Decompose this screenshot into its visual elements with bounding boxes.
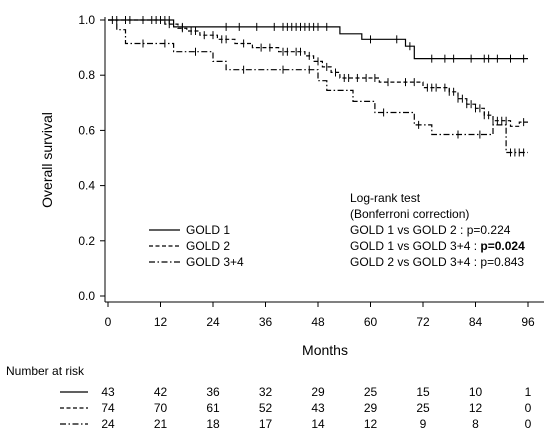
risk-value-r1-24: 36	[206, 385, 220, 399]
x-tick-label-72: 72	[416, 315, 430, 329]
x-tick-label-36: 36	[259, 315, 273, 329]
risk-value-r1-36: 32	[259, 385, 273, 399]
risk-value-r2-84: 12	[469, 401, 483, 415]
logrank-comparison-2: GOLD 1 vs GOLD 3+4 :	[350, 239, 480, 253]
logrank-line-3: GOLD 2 vs GOLD 3+4 : p=0.843	[350, 255, 524, 269]
risk-table-title: Number at risk	[6, 364, 85, 378]
logrank-line-1: GOLD 1 vs GOLD 2 : p=0.224	[350, 223, 511, 237]
y-tick-label-0.2: 0.2	[78, 234, 95, 248]
legend-label-gold1: GOLD 1	[186, 223, 230, 237]
logrank-heading: Log-rank test	[350, 191, 421, 205]
risk-value-r2-96: 0	[525, 401, 532, 415]
logrank-comparison-3: GOLD 2 vs GOLD 3+4 :	[350, 255, 480, 269]
risk-value-r3-12: 21	[154, 417, 168, 431]
risk-value-r2-24: 61	[206, 401, 220, 415]
logrank-pvalue-2: p=0.024	[480, 239, 525, 253]
legend: GOLD 1 GOLD 2 GOLD 3+4	[149, 223, 244, 269]
y-tick-label-0.6: 0.6	[78, 123, 95, 137]
y-tick-label-0.8: 0.8	[78, 68, 95, 82]
logrank-pvalue-3: p=0.843	[480, 255, 524, 269]
risk-value-r1-96: 1	[525, 385, 532, 399]
legend-label-gold2: GOLD 2	[186, 239, 230, 253]
logrank-annotation: Log-rank test (Bonferroni correction) GO…	[350, 191, 525, 269]
risk-value-r2-36: 52	[259, 401, 273, 415]
x-tick-label-60: 60	[364, 315, 378, 329]
risk-value-r1-12: 42	[154, 385, 168, 399]
risk-value-r1-60: 25	[364, 385, 378, 399]
logrank-line-2: GOLD 1 vs GOLD 3+4 : p=0.024	[350, 239, 525, 253]
x-tick-label-24: 24	[206, 315, 220, 329]
logrank-pvalue-1: p=0.224	[467, 223, 511, 237]
y-tick-label-0.4: 0.4	[78, 179, 95, 193]
risk-value-r2-12: 70	[154, 401, 168, 415]
risk-value-r3-72: 9	[420, 417, 427, 431]
x-tick-label-84: 84	[469, 315, 483, 329]
x-tick-label-12: 12	[154, 315, 168, 329]
risk-value-r1-84: 10	[469, 385, 483, 399]
survival-curves	[108, 16, 528, 157]
y-tick-label-0.0: 0.0	[78, 289, 95, 303]
risk-value-r2-72: 25	[416, 401, 430, 415]
risk-value-r3-48: 14	[311, 417, 325, 431]
x-tick-label-0: 0	[105, 315, 112, 329]
risk-value-r1-0: 43	[101, 385, 115, 399]
logrank-comparison-1: GOLD 1 vs GOLD 2 :	[350, 223, 467, 237]
risk-value-r2-0: 74	[101, 401, 115, 415]
risk-table-values: 43 42 36 32 29 25 15 10 1 74 70 61 52 43 29 25 12 0 24 21 18…	[101, 385, 531, 431]
risk-value-r3-96: 0	[525, 417, 532, 431]
risk-value-r3-60: 12	[364, 417, 378, 431]
risk-value-r1-72: 15	[416, 385, 430, 399]
y-tick-label-1.0: 1.0	[78, 13, 95, 27]
risk-value-r3-84: 8	[472, 417, 479, 431]
survival-curve-1	[108, 19, 528, 60]
legend-label-gold34: GOLD 3+4	[186, 255, 244, 269]
x-tick-label-96: 96	[521, 315, 535, 329]
risk-value-r1-48: 29	[311, 385, 325, 399]
y-axis-title: Overall survival	[39, 112, 55, 208]
survival-curve-3	[108, 19, 528, 154]
x-axis-title: Months	[302, 342, 348, 358]
risk-value-r3-36: 17	[259, 417, 273, 431]
risk-value-r2-60: 29	[364, 401, 378, 415]
risk-value-r3-24: 18	[206, 417, 220, 431]
x-tick-label-48: 48	[311, 315, 325, 329]
survival-curve-2	[108, 19, 528, 127]
risk-value-r3-0: 24	[101, 417, 115, 431]
logrank-subheading: (Bonferroni correction)	[350, 207, 469, 221]
axis-ticks: 0 12 24 36 48 60 72 84 96 0.0 0.2 0.4 0.6 0.8 1.0	[78, 13, 535, 329]
risk-value-r2-48: 43	[311, 401, 325, 415]
